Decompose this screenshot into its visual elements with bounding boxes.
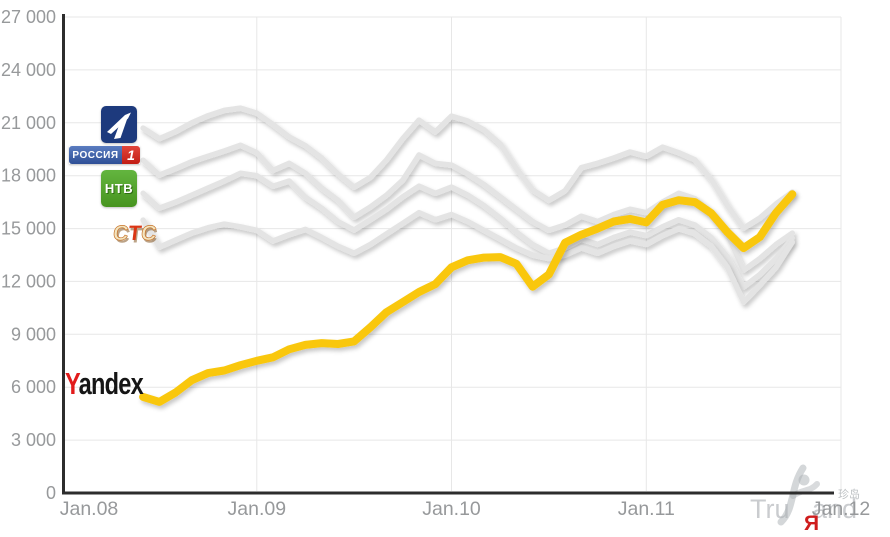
watermark-text-right: and bbox=[812, 494, 858, 524]
yandex-label-rest: andex bbox=[78, 366, 144, 401]
series-line-ntv[interactable] bbox=[140, 170, 796, 290]
series-line-yandex[interactable] bbox=[139, 190, 797, 406]
y-tick-label: 18 000 bbox=[1, 166, 56, 186]
watermark-figure-icon bbox=[777, 464, 820, 526]
x-tick-label: Jan.11 bbox=[618, 498, 675, 520]
ntv-logo: НТВ bbox=[101, 170, 137, 207]
rossiya1-logo: РОССИЯ 1 bbox=[69, 146, 140, 164]
y-tick-label: 12 000 bbox=[1, 271, 56, 291]
y-tick-label: 0 bbox=[46, 483, 56, 503]
yandex-series-label: Yandex bbox=[65, 366, 144, 402]
y-tick-label: 21 000 bbox=[1, 113, 56, 133]
series-line-rossiya-1[interactable] bbox=[140, 142, 796, 273]
y-tick-label: 24 000 bbox=[1, 60, 56, 80]
svg-text:СТС: СТС bbox=[114, 225, 157, 248]
rossiya1-one-badge: 1 bbox=[122, 146, 140, 164]
y-tick-label: 15 000 bbox=[1, 219, 56, 239]
x-tick-label: Jan.09 bbox=[228, 498, 287, 520]
svg-text:СТС: СТС bbox=[112, 222, 157, 245]
channel-one-logo bbox=[101, 106, 137, 143]
y-tick-label: 6 000 bbox=[11, 377, 56, 397]
yandex-label-y: Y bbox=[65, 366, 79, 401]
watermark-red-letter: Я bbox=[804, 512, 820, 535]
watermark-cjk-text: 珍岛 bbox=[838, 489, 860, 501]
y-tick-label: 3 000 bbox=[11, 430, 56, 450]
y-tick-label: 27 000 bbox=[1, 7, 56, 27]
x-tick-label: Jan.10 bbox=[422, 498, 481, 520]
series-line-sts[interactable] bbox=[140, 209, 796, 305]
x-tick-label: Jan.12 bbox=[812, 498, 871, 520]
sts-logo: СТС СТС bbox=[109, 211, 158, 248]
rossiya1-wordmark: РОССИЯ bbox=[69, 146, 122, 164]
y-tick-label: 9 000 bbox=[11, 324, 56, 344]
x-tick-label: Jan.08 bbox=[60, 498, 119, 520]
sts-letters-icon: СТС СТС bbox=[111, 222, 158, 248]
channel-one-flag-one-icon bbox=[107, 112, 131, 139]
series-line-channel-one[interactable] bbox=[140, 105, 796, 231]
